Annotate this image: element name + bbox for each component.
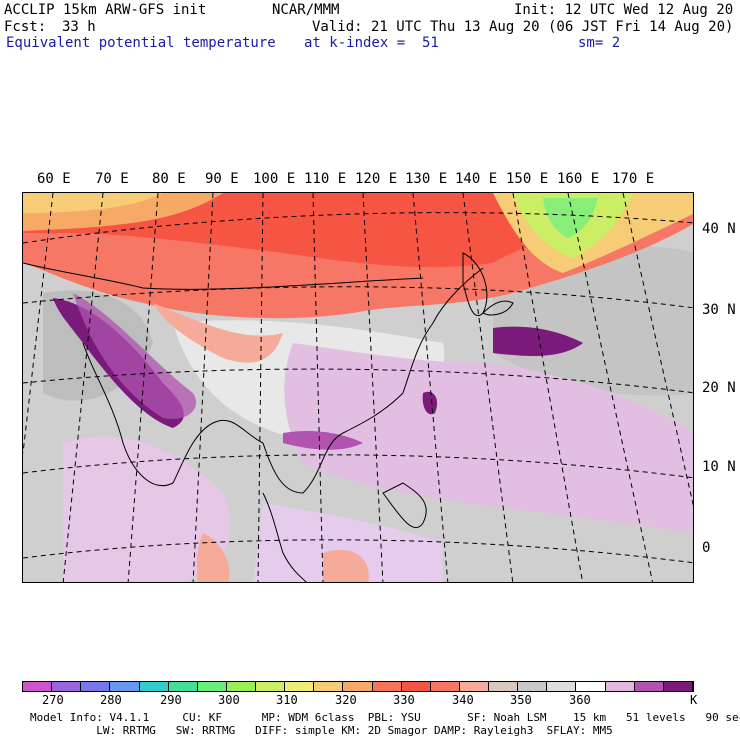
colorbar	[22, 681, 694, 692]
level-index: at k-index = 51	[304, 35, 439, 51]
lon-label: 140 E	[455, 171, 498, 187]
lat-label: 40 N	[702, 221, 736, 237]
colorbar-tick: 360	[569, 693, 591, 707]
colorbar-tick: 290	[160, 693, 182, 707]
field-patch	[253, 503, 443, 582]
colorbar-swatch	[663, 682, 693, 691]
colorbar-swatch	[314, 682, 344, 691]
lat-label: 20 N	[702, 380, 736, 396]
lat-label: 10 N	[702, 459, 736, 475]
colorbar-swatch	[226, 682, 256, 691]
field-patch	[284, 343, 693, 533]
colorbar-swatch	[576, 682, 606, 691]
map-panel	[22, 192, 694, 583]
lon-label: 110 E	[304, 171, 347, 187]
lat-label: 0	[702, 540, 711, 556]
colorbar-tick: 320	[335, 693, 357, 707]
smoothing: sm= 2	[578, 35, 621, 51]
colorbar-swatch	[489, 682, 519, 691]
colorbar-tick: 270	[42, 693, 64, 707]
field-patch	[323, 549, 369, 582]
theta-e-map	[23, 193, 693, 582]
colorbar-swatch	[372, 682, 402, 691]
colorbar-swatch	[605, 682, 635, 691]
field-patch	[153, 303, 283, 363]
field-patch	[23, 193, 163, 213]
colorbar-swatch	[518, 682, 548, 691]
colorbar-tick: 300	[218, 693, 240, 707]
lon-label: 60 E	[37, 171, 71, 187]
colorbar-swatch	[285, 682, 315, 691]
lon-label: 170 E	[612, 171, 655, 187]
colorbar-tick: 350	[510, 693, 532, 707]
field-patch	[63, 436, 231, 582]
lon-label: 120 E	[355, 171, 398, 187]
field-patch	[493, 326, 583, 356]
field-name: Equivalent potential temperature	[6, 35, 276, 51]
lon-label: 80 E	[152, 171, 186, 187]
colorbar-swatch	[110, 682, 140, 691]
center-label: NCAR/MMM	[272, 2, 340, 18]
fcst-value: 33 h	[62, 19, 96, 35]
colorbar-unit: K	[690, 693, 698, 707]
colorbar-swatch	[634, 682, 664, 691]
colorbar-swatch	[459, 682, 489, 691]
field-patch	[196, 533, 230, 582]
field-patch	[283, 431, 363, 450]
colorbar-tick: 340	[452, 693, 474, 707]
colorbar-swatch	[401, 682, 431, 691]
fcst-label: Fcst:	[4, 19, 47, 35]
colorbar-tick: 280	[100, 693, 122, 707]
field-patch	[73, 293, 197, 419]
graticule	[23, 193, 693, 582]
colorbar-swatch	[430, 682, 460, 691]
model-info-line2: LW: RRTMG SW: RRTMG DIFF: simple KM: 2D …	[30, 724, 613, 737]
field-patch	[543, 198, 598, 238]
colorbar-swatch	[23, 682, 53, 691]
lon-label: 160 E	[557, 171, 600, 187]
colorbar-swatch	[547, 682, 577, 691]
model-title: ACCLIP 15km ARW-GFS init	[4, 2, 207, 18]
model-info-line1: Model Info: V4.1.1 CU: KF MP: WDM 6class…	[30, 711, 740, 724]
colorbar-swatch	[81, 682, 111, 691]
colorbar-swatch	[139, 682, 169, 691]
typhoon-core	[422, 391, 438, 415]
colorbar-swatch	[197, 682, 227, 691]
colorbar-swatch	[256, 682, 286, 691]
colorbar-swatch	[168, 682, 198, 691]
coastlines	[23, 252, 514, 582]
lon-label: 130 E	[405, 171, 448, 187]
lon-label: 70 E	[95, 171, 129, 187]
colorbar-tick: 310	[276, 693, 298, 707]
lon-label: 90 E	[205, 171, 239, 187]
init-time: Init: 12 UTC Wed 12 Aug 20	[514, 2, 734, 18]
lon-label: 100 E	[253, 171, 296, 187]
lon-label: 150 E	[506, 171, 549, 187]
colorbar-tick: 330	[393, 693, 415, 707]
lat-label: 30 N	[702, 302, 736, 318]
valid-time: Valid: 21 UTC Thu 13 Aug 20 (06 JST Fri …	[312, 19, 734, 35]
colorbar-swatch	[52, 682, 82, 691]
colorbar-swatch	[343, 682, 373, 691]
